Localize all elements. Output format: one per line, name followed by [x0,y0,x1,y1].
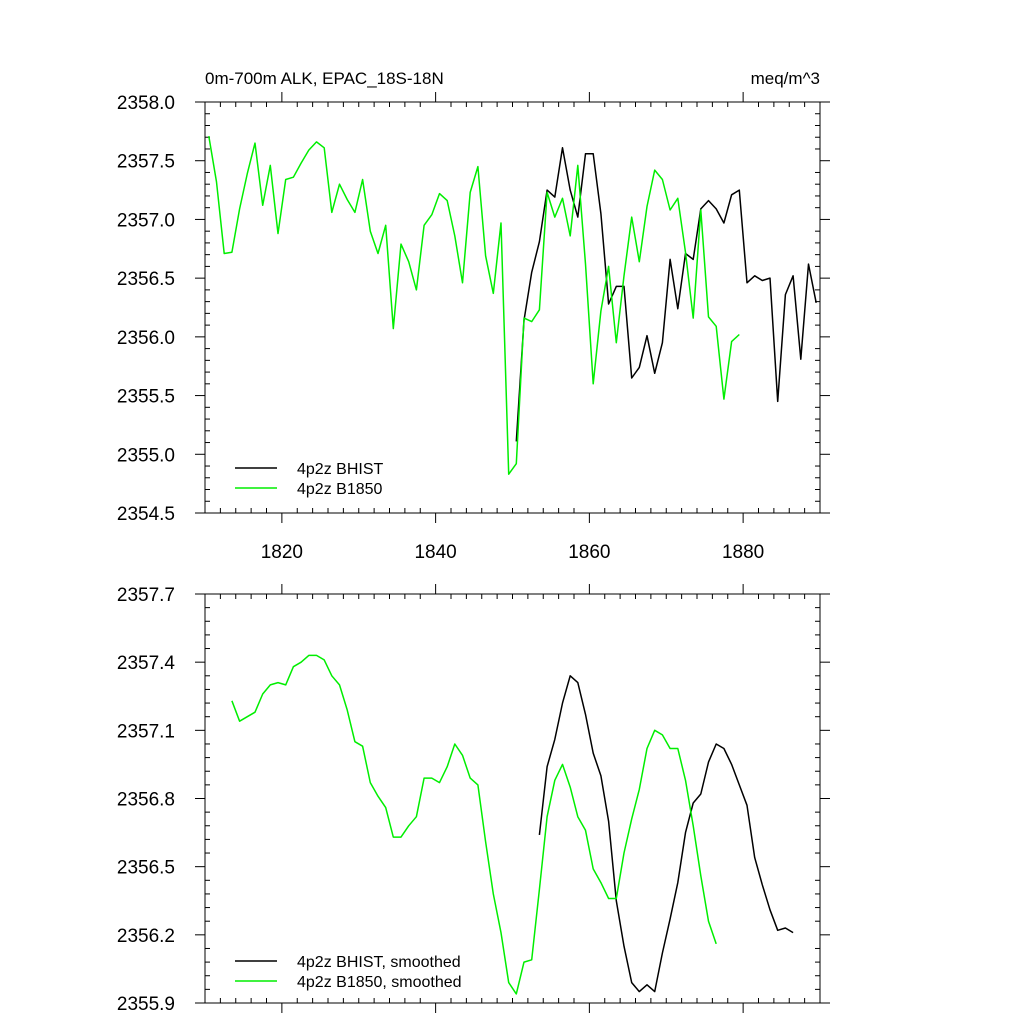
y-tick-label: 2356.5 [117,269,175,290]
y-tick-label: 2356.5 [117,858,175,879]
plot-frame [204,101,821,514]
y-tick-label: 2355.5 [117,387,175,408]
y-tick-label: 2357.7 [117,585,175,606]
y-tick-label: 2357.0 [117,210,175,231]
y-tick-label: 2357.1 [117,721,175,742]
y-tick-label: 2354.5 [117,504,175,525]
y-tick-label: 2357.4 [117,653,176,674]
legend-label-1: 4p2z B1850, smoothed [297,974,462,991]
legend-label-0: 4p2z BHIST, smoothed [297,954,461,971]
y-tick-label: 2356.0 [117,328,175,349]
y-tick-label: 2358.0 [117,93,175,114]
series-line-0 [515,147,817,442]
series-line-0 [538,675,794,993]
series-line-1 [231,654,717,995]
legend-label-0: 4p2z BHIST [297,461,383,478]
series-line-1 [208,135,740,475]
y-tick-label: 2356.2 [117,926,175,947]
y-tick-label: 2355.9 [117,994,175,1015]
x-tick-label: 1820 [261,542,303,563]
chart-title: 0m-700m ALK, EPAC_18S-18N [205,69,444,88]
bottom-panel: 2355.9 2356.2 2356.5 2356.8 2357.1 2357.4 2357… [117,584,830,1015]
legend-label-1: 4p2z B1850 [297,481,383,498]
y-tick-label: 2356.8 [117,790,175,811]
x-tick-label: 1880 [722,542,764,563]
y-tick-label: 2357.5 [117,152,175,173]
x-tick-label: 1840 [414,542,456,563]
x-tick-label: 1860 [568,542,610,563]
plot-frame [204,593,821,1004]
units-label: meq/m^3 [751,69,820,88]
y-tick-label: 2355.0 [117,445,175,466]
top-panel: 1820 1840 1860 1880 2354.5 2355.0 2355.5 2356.0… [117,69,830,563]
